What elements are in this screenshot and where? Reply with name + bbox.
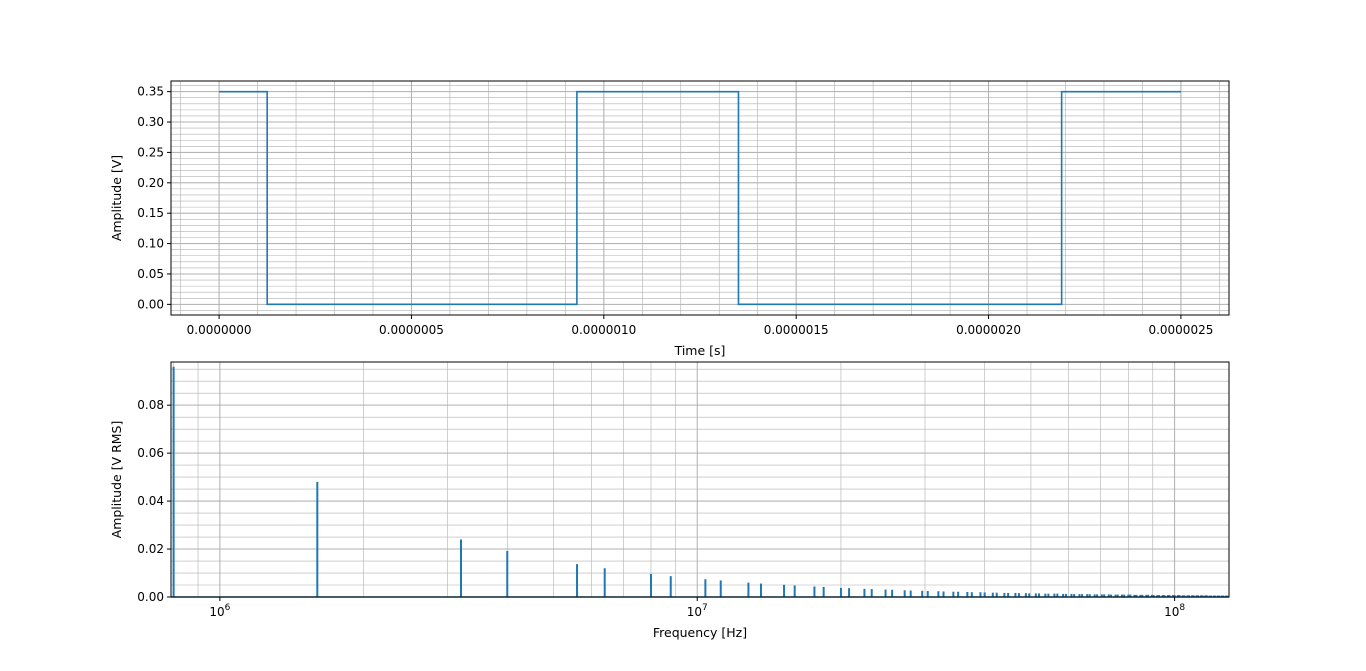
time-x-tick-label: 0.0000005 [379,323,444,337]
time-major-grid [171,81,1229,315]
freq-x-tick-label: 107 [687,603,708,619]
time-y-tick-label: 0.35 [137,85,164,99]
freq-axes-frame [170,361,1230,598]
time-series [219,90,1181,306]
freq-x-tick-label: 108 [1164,603,1185,619]
time-domain-chart: 0.0000000 0.0000005 0.0000010 0.0000015 0.00… [109,80,1230,358]
time-y-tick-label: 0.30 [137,115,164,129]
time-series-line [219,90,1181,306]
freq-y-tick-label: 0.02 [137,542,164,556]
time-x-tick-label: 0.0000020 [956,323,1021,337]
time-x-axis-label: Time [s] [674,343,726,358]
freq-y-tick-label: 0.08 [137,398,164,412]
time-axes-frame [170,80,1230,316]
freq-y-axis-label: Amplitude [V RMS] [109,421,124,539]
time-x-tick-label: 0.0000015 [764,323,829,337]
time-y-axis-label: Amplitude [V] [109,155,124,241]
time-y-tick-label: 0.10 [137,237,164,251]
time-x-tick-label: 0.0000000 [187,323,252,337]
time-y-tick-label: 0.20 [137,176,164,190]
freq-x-tick-label: 106 [209,603,230,619]
time-y-tick-label: 0.25 [137,145,164,159]
freq-ticks: 106 107 108 0.00 0.02 0.04 0.06 0.08 [137,398,1185,619]
time-x-tick-label: 0.0000010 [571,323,636,337]
time-ticks: 0.0000000 0.0000005 0.0000010 0.0000015 0.00… [137,85,1213,337]
time-y-tick-label: 0.15 [137,206,164,220]
freq-x-axis-label: Frequency [Hz] [653,625,747,640]
time-y-tick-label: 0.05 [137,267,164,281]
frequency-spectrum-chart: 106 107 108 0.00 0.02 0.04 0.06 0.08 Frequency … [109,361,1230,640]
freq-y-tick-label: 0.04 [137,494,164,508]
freq-y-tick-label: 0.00 [137,590,164,604]
time-y-tick-label: 0.00 [137,297,164,311]
time-x-tick-label: 0.0000025 [1148,323,1213,337]
freq-y-tick-label: 0.06 [137,446,164,460]
